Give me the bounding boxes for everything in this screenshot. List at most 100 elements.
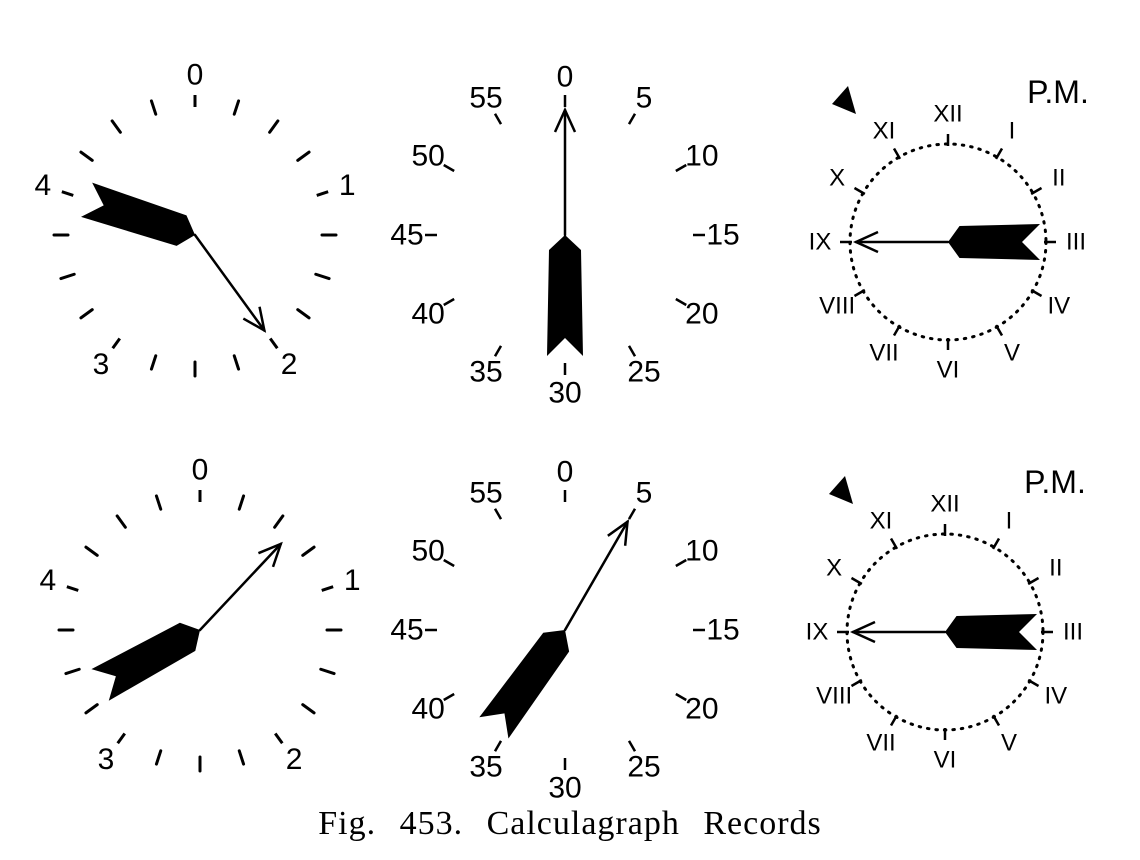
hour-tick <box>84 545 99 557</box>
minute-label: 20 <box>685 298 718 331</box>
clock-numeral: VIII <box>816 683 852 710</box>
hour-tick <box>296 308 311 320</box>
hour-tick <box>84 703 99 715</box>
minute-label: 25 <box>627 750 660 783</box>
minute-label: 50 <box>411 140 444 173</box>
hour-label: 0 <box>192 454 209 487</box>
clock-hour-tick <box>850 678 863 688</box>
clock-numeral: XI <box>870 508 893 535</box>
hour-tick <box>110 119 122 134</box>
clock-numeral: II <box>1052 165 1065 192</box>
minute-label: 20 <box>685 693 718 726</box>
clock-hour-tick <box>1027 576 1040 586</box>
clock-numeral: I <box>1009 118 1016 145</box>
pm-indicator: P.M. <box>1024 464 1086 500</box>
hour-major-tick <box>111 337 121 350</box>
minute-tick <box>443 558 455 568</box>
hour-major-tick <box>66 585 79 592</box>
hour-tick <box>154 494 163 511</box>
clock-numeral: VI <box>937 357 960 384</box>
hour-tick <box>64 667 81 676</box>
minute-tick <box>493 740 503 752</box>
arrow-hand-icon <box>852 230 950 254</box>
clock-hour-tick <box>889 537 899 550</box>
clock-numeral: XI <box>873 118 896 145</box>
minute-label: 55 <box>469 477 502 510</box>
hour-label: 2 <box>286 743 303 776</box>
minute-label: 10 <box>685 140 718 173</box>
arrow-hand-icon <box>553 106 577 237</box>
hour-label: 1 <box>344 564 361 597</box>
minute-label: 45 <box>390 219 423 252</box>
clock-numeral: IX <box>809 229 832 256</box>
hour-tick <box>149 354 158 371</box>
minute-tick <box>675 297 687 307</box>
hour-tick <box>301 703 316 715</box>
clock-numeral: IV <box>1048 293 1071 320</box>
hour-major-tick <box>321 585 334 592</box>
minute-label: 35 <box>469 750 502 783</box>
hours-dial-lower: 0 1 2 3 4 <box>39 454 360 776</box>
clock-hour-tick <box>889 714 899 727</box>
minute-label: 5 <box>636 477 653 510</box>
feather-hand-icon <box>479 630 570 739</box>
minute-tick <box>627 345 637 357</box>
hour-major-tick <box>61 190 74 197</box>
clock-hour-tick <box>1030 288 1043 298</box>
minute-tick <box>493 113 503 125</box>
clock-hour-tick <box>1030 186 1043 196</box>
minute-tick <box>493 345 503 357</box>
clock-numeral: V <box>1001 729 1017 756</box>
hour-label: 4 <box>39 564 56 597</box>
clock-numeral: III <box>1066 229 1086 256</box>
hour-tick <box>319 667 336 676</box>
clock-numeral: I <box>1006 508 1013 535</box>
hour-tick <box>296 150 311 162</box>
hour-tick <box>79 308 94 320</box>
minute-label: 15 <box>706 219 739 252</box>
minutes-dial-upper: 0 5 10 15 20 25 30 35 40 45 50 55 <box>390 61 739 410</box>
minute-label: 30 <box>548 772 581 805</box>
minute-label: 45 <box>390 614 423 647</box>
hour-tick <box>79 150 94 162</box>
clock-hour-tick <box>853 186 866 196</box>
clock-numeral: VII <box>869 339 898 366</box>
hour-label: 2 <box>281 348 298 381</box>
clock-numeral: VII <box>866 729 895 756</box>
feather-hand-icon <box>91 622 200 701</box>
clock-numeral: III <box>1063 619 1083 646</box>
hour-tick <box>232 99 241 116</box>
arrow-hand-icon <box>563 519 630 632</box>
hour-tick <box>149 99 158 116</box>
clock-hour-tick <box>994 147 1004 160</box>
minutes-dial-lower: 0 5 10 15 20 25 30 35 40 45 50 55 <box>390 456 739 805</box>
minute-tick <box>627 508 637 520</box>
feather-hand-icon <box>547 235 583 356</box>
minute-tick <box>443 297 455 307</box>
feather-hand-icon <box>945 614 1037 650</box>
minute-tick <box>443 692 455 702</box>
hour-label: 1 <box>339 169 356 202</box>
hour-label: 4 <box>34 169 51 202</box>
feather-hand-icon <box>81 182 195 246</box>
clock-hour-tick <box>892 324 902 337</box>
clock-hour-tick <box>991 714 1001 727</box>
hour-major-tick <box>274 732 284 745</box>
minute-label: 5 <box>636 82 653 115</box>
minute-label: 0 <box>557 456 574 489</box>
minute-label: 25 <box>627 355 660 388</box>
clock-hour-tick <box>892 147 902 160</box>
minute-tick <box>443 163 455 173</box>
clock-numeral: XII <box>933 101 962 128</box>
clock-numeral: II <box>1049 555 1062 582</box>
clock-hour-tick <box>853 288 866 298</box>
minute-tick <box>675 163 687 173</box>
clock-numeral: IV <box>1045 683 1068 710</box>
clock-numeral: VI <box>934 747 957 774</box>
hours-dial-upper: 0 1 2 3 4 <box>34 59 355 381</box>
hour-tick <box>237 749 246 766</box>
minute-label: 35 <box>469 355 502 388</box>
